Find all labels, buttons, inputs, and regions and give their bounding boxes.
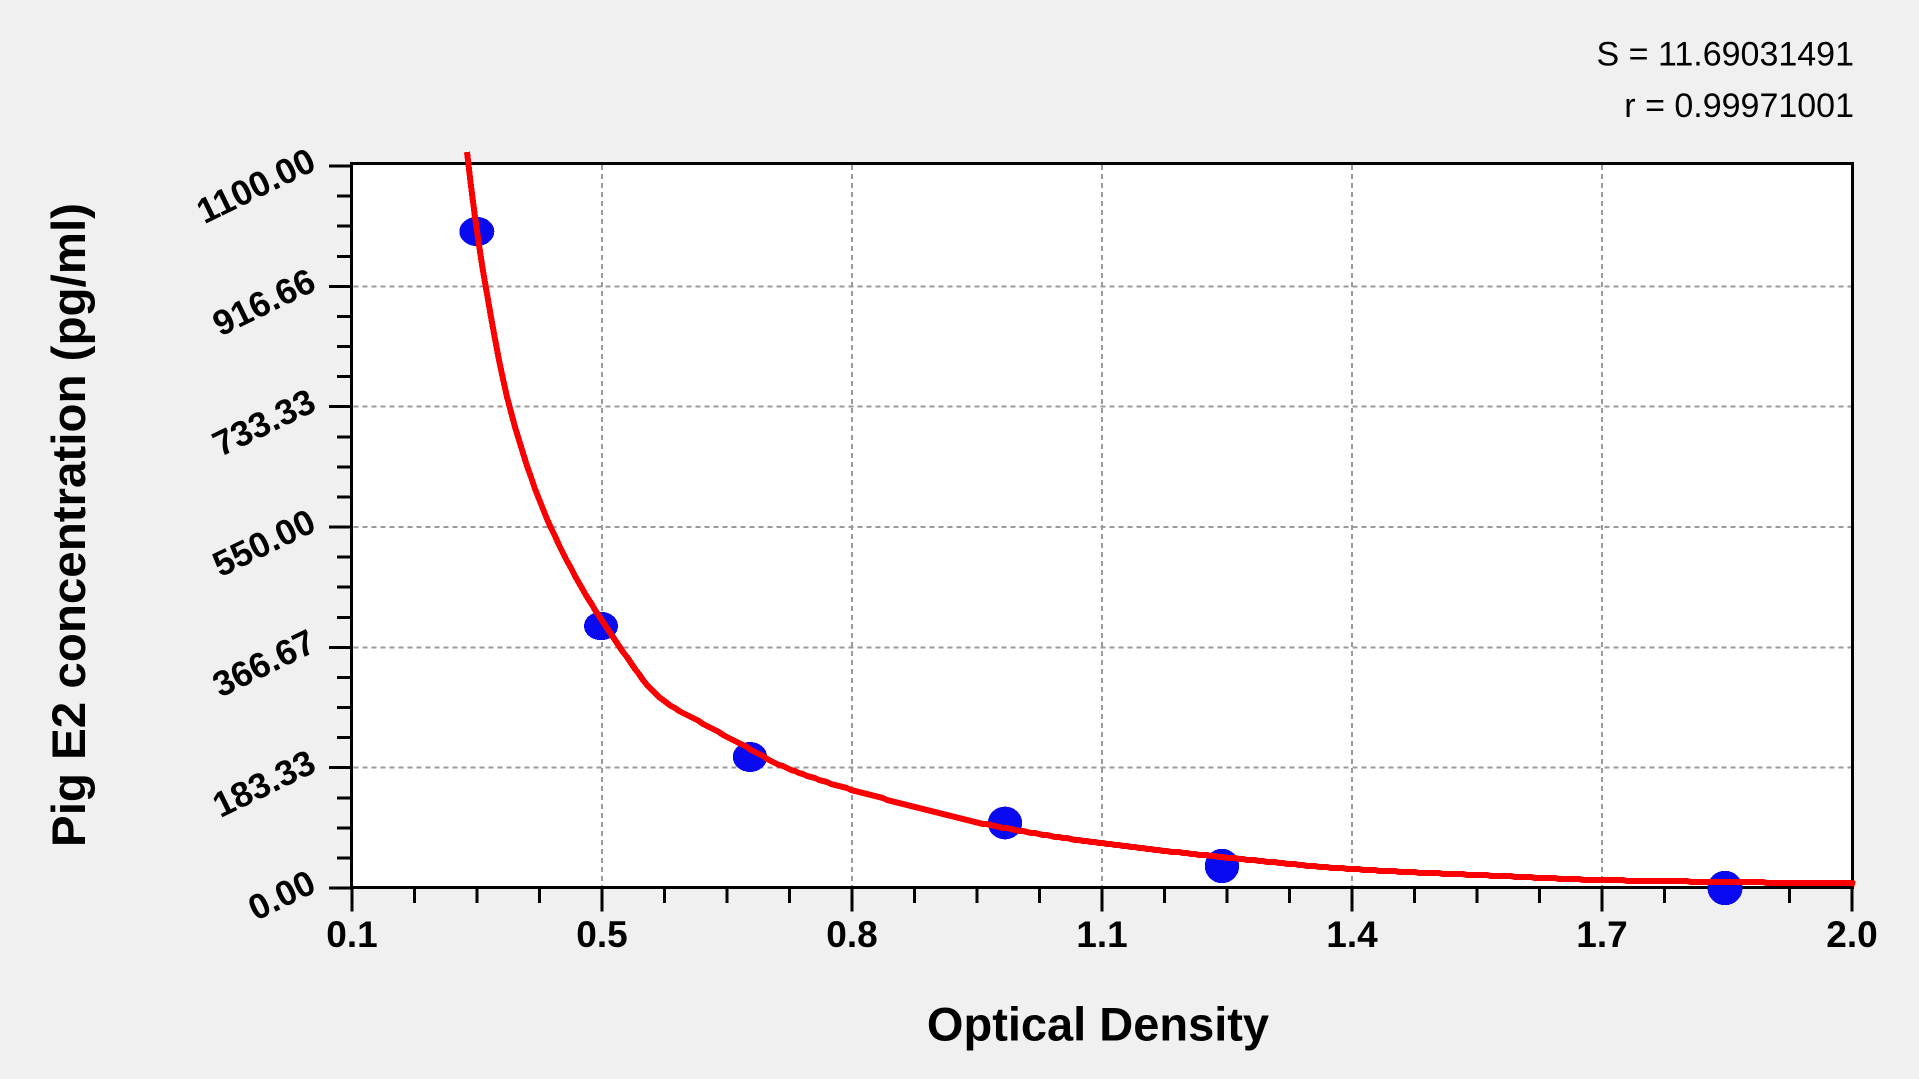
svg-text:366.67: 366.67: [206, 622, 321, 706]
svg-text:Pig E2 concentration (pg/ml): Pig E2 concentration (pg/ml): [43, 203, 96, 847]
svg-text:183.33: 183.33: [206, 742, 321, 826]
svg-text:1.7: 1.7: [1576, 914, 1627, 955]
svg-text:1100.00: 1100.00: [190, 140, 321, 231]
svg-text:733.33: 733.33: [206, 381, 321, 465]
svg-text:0.1: 0.1: [326, 914, 377, 955]
svg-text:1.1: 1.1: [1076, 914, 1127, 955]
svg-text:0.00: 0.00: [242, 862, 322, 928]
svg-text:Optical Density: Optical Density: [927, 998, 1269, 1051]
svg-text:0.8: 0.8: [826, 914, 877, 955]
svg-text:r = 0.99971001: r = 0.99971001: [1624, 87, 1854, 125]
svg-text:1.4: 1.4: [1326, 914, 1378, 955]
svg-text:550.00: 550.00: [206, 501, 321, 585]
svg-text:2.0: 2.0: [1826, 914, 1877, 955]
svg-text:916.66: 916.66: [206, 261, 321, 345]
svg-text:S = 11.69031491: S = 11.69031491: [1597, 36, 1854, 74]
svg-text:0.5: 0.5: [576, 914, 627, 955]
